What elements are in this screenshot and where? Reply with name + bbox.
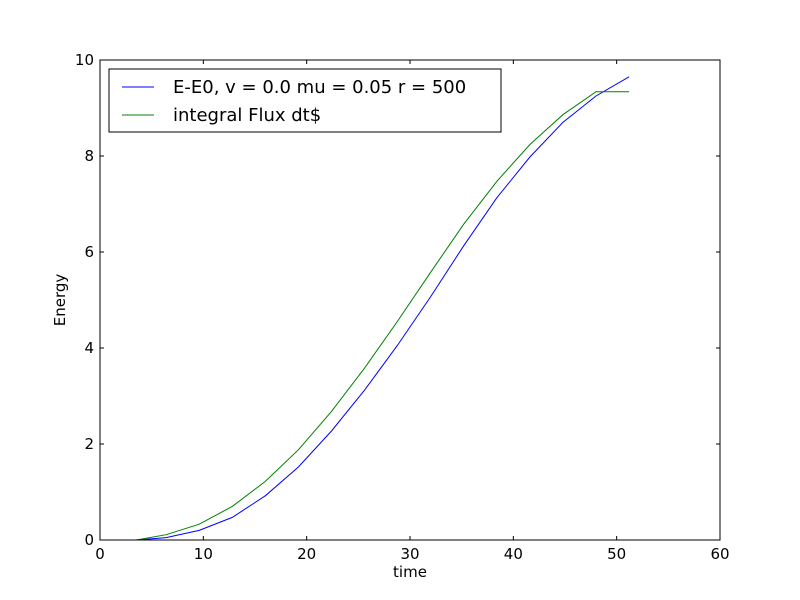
y-tick-label: 6	[84, 243, 94, 261]
series-line-2	[136, 91, 630, 541]
x-tick-label: 60	[710, 545, 729, 563]
series-layer	[136, 76, 630, 541]
y-tick-label: 2	[84, 435, 94, 453]
x-axis-label: time	[393, 563, 427, 581]
x-tick-label: 10	[194, 545, 213, 563]
y-tick-label: 0	[84, 531, 94, 549]
ticks-layer: 0 10 20 30 40 50 60 0 2 4 6 8 10	[75, 51, 730, 563]
x-tick-label: 30	[400, 545, 419, 563]
series-line-1	[136, 76, 630, 541]
x-tick-label: 40	[504, 545, 523, 563]
y-tick-label: 4	[84, 339, 94, 357]
legend-box	[108, 68, 502, 133]
y-axis-label: Energy	[51, 274, 69, 327]
legend-label-1: E-E0, v = 0.0 mu = 0.05 r = 500	[173, 77, 466, 98]
x-tick-label: 0	[95, 545, 105, 563]
x-tick-label: 20	[297, 545, 316, 563]
y-tick-label: 8	[84, 147, 94, 165]
y-tick-label: 10	[75, 51, 94, 69]
legend-label-2: integral Flux dt$	[173, 105, 321, 126]
x-tick-label: 50	[607, 545, 626, 563]
legend: E-E0, v = 0.0 mu = 0.05 r = 500 integral …	[108, 68, 502, 133]
